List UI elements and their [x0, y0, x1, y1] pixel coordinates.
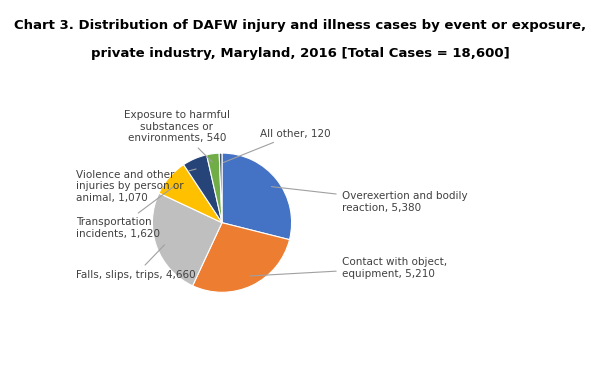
Text: Violence and other
injuries by person or
animal, 1,070: Violence and other injuries by person or…	[76, 169, 196, 203]
Text: Contact with object,
equipment, 5,210: Contact with object, equipment, 5,210	[250, 257, 447, 279]
Text: Chart 3. Distribution of DAFW injury and illness cases by event or exposure,: Chart 3. Distribution of DAFW injury and…	[14, 19, 586, 32]
Wedge shape	[219, 153, 222, 223]
Text: Transportation
incidents, 1,620: Transportation incidents, 1,620	[76, 186, 175, 239]
Wedge shape	[193, 223, 289, 292]
Wedge shape	[152, 193, 222, 286]
Text: private industry, Maryland, 2016 [Total Cases = 18,600]: private industry, Maryland, 2016 [Total …	[91, 47, 509, 60]
Text: Falls, slips, trips, 4,660: Falls, slips, trips, 4,660	[76, 245, 196, 280]
Wedge shape	[206, 153, 222, 223]
Wedge shape	[184, 155, 222, 223]
Wedge shape	[222, 153, 292, 240]
Text: All other, 120: All other, 120	[223, 128, 331, 163]
Text: Exposure to harmful
substances or
environments, 540: Exposure to harmful substances or enviro…	[124, 110, 230, 162]
Text: Overexertion and bodily
reaction, 5,380: Overexertion and bodily reaction, 5,380	[271, 186, 467, 213]
Wedge shape	[159, 164, 222, 223]
